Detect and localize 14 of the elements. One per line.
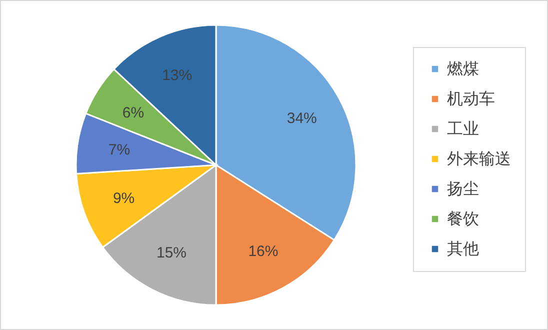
legend-label: 外来输送 [447,149,511,168]
legend-label: 餐饮 [447,209,479,228]
data-label: 13% [162,67,192,84]
legend-label: 其他 [447,239,479,258]
data-label: 16% [248,242,278,260]
data-label: 15% [156,244,187,262]
data-label: 7% [108,142,130,159]
legend-label: 扬尘 [447,179,479,198]
data-label: 34% [286,110,317,127]
data-label: 6% [122,104,144,122]
legend-label: 机动车 [447,89,495,108]
legend-label: 燃煤 [447,59,479,78]
data-label: 9% [112,190,135,208]
legend-label: 工业 [447,119,479,138]
